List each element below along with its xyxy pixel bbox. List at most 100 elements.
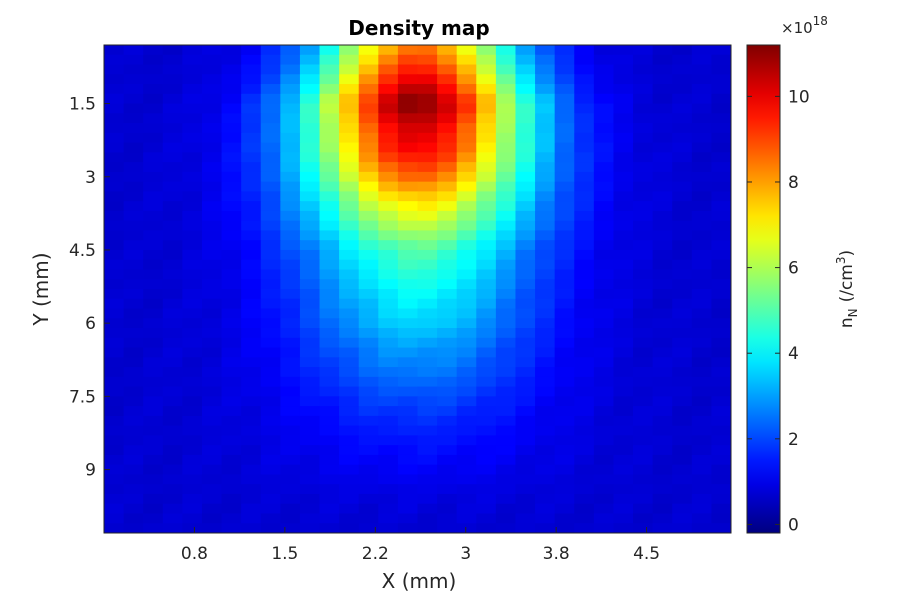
heatmap-cell bbox=[554, 454, 575, 466]
heatmap-cell bbox=[672, 74, 693, 85]
heatmap-cell bbox=[554, 210, 575, 222]
plot-frame bbox=[103, 44, 732, 534]
heatmap-cell bbox=[652, 230, 673, 241]
heatmap-cell bbox=[515, 503, 536, 514]
heatmap-cell bbox=[123, 328, 144, 339]
heatmap-cell bbox=[143, 279, 164, 290]
heatmap-cell bbox=[221, 367, 242, 378]
heatmap-cell bbox=[672, 191, 693, 202]
heatmap-cell bbox=[241, 249, 262, 261]
heatmap-cell bbox=[319, 308, 340, 319]
heatmap-cell bbox=[672, 464, 693, 475]
heatmap-cell bbox=[260, 269, 281, 280]
heatmap-cell bbox=[574, 113, 595, 124]
heatmap-cell bbox=[319, 376, 340, 388]
heatmap-cell bbox=[378, 289, 399, 300]
heatmap-cell bbox=[162, 113, 183, 124]
y-tick-label: 1.5 bbox=[69, 95, 96, 115]
heatmap-cell bbox=[476, 513, 497, 524]
colorbar-label-base: n bbox=[837, 317, 857, 328]
heatmap-cell bbox=[691, 484, 712, 495]
heatmap-cell bbox=[535, 93, 556, 105]
heatmap-cell bbox=[613, 54, 634, 66]
heatmap-cell bbox=[241, 435, 262, 446]
heatmap-cell bbox=[711, 396, 732, 407]
heatmap-cell bbox=[554, 240, 575, 251]
heatmap-cell bbox=[143, 240, 164, 251]
heatmap-cell bbox=[672, 289, 693, 300]
heatmap-cell bbox=[554, 435, 575, 446]
heatmap-cell bbox=[672, 113, 693, 124]
heatmap-cell bbox=[299, 181, 321, 192]
heatmap-cell bbox=[456, 415, 477, 427]
heatmap-cell bbox=[378, 162, 399, 173]
heatmap-cell bbox=[123, 425, 144, 436]
heatmap-cell bbox=[574, 454, 595, 466]
heatmap-cell bbox=[104, 386, 125, 397]
y-axis-ticks: 1.534.567.59 bbox=[69, 95, 110, 481]
heatmap-cell bbox=[593, 425, 614, 436]
heatmap-cell bbox=[319, 93, 340, 105]
heatmap-cell bbox=[691, 191, 712, 202]
heatmap-cell bbox=[339, 249, 360, 261]
x-axis-ticks: 0.8 1.5 2.2 3 3.8 4.5 bbox=[181, 527, 660, 564]
heatmap-cell bbox=[535, 84, 556, 95]
heatmap-cell bbox=[358, 337, 379, 349]
heatmap-cell bbox=[201, 464, 223, 475]
heatmap-cell bbox=[554, 308, 575, 319]
heatmap-cell bbox=[554, 93, 575, 105]
heatmap-cell bbox=[143, 103, 164, 114]
heatmap-cell bbox=[358, 513, 379, 524]
heatmap-cell bbox=[123, 220, 144, 231]
heatmap-cell bbox=[535, 367, 556, 378]
heatmap-cell bbox=[495, 474, 516, 485]
heatmap-cell bbox=[299, 93, 321, 105]
heatmap-cell bbox=[417, 523, 438, 534]
heatmap-cell bbox=[574, 142, 595, 153]
heatmap-cell bbox=[476, 318, 497, 329]
heatmap-cell bbox=[535, 191, 556, 202]
heatmap-cell bbox=[613, 84, 634, 95]
heatmap-cell bbox=[221, 162, 242, 173]
heatmap-cell bbox=[201, 259, 223, 270]
heatmap-cell bbox=[652, 201, 673, 212]
heatmap-cell bbox=[593, 74, 614, 85]
heatmap-cell bbox=[613, 425, 634, 436]
heatmap-cell bbox=[299, 484, 321, 495]
heatmap-cell bbox=[319, 367, 340, 378]
heatmap-cell bbox=[397, 376, 418, 388]
heatmap-cell bbox=[358, 269, 379, 280]
heatmap-cell bbox=[672, 171, 693, 183]
heatmap-cell bbox=[574, 406, 595, 417]
heatmap-cell bbox=[593, 337, 614, 349]
heatmap-cell bbox=[378, 493, 399, 505]
heatmap-cell bbox=[417, 171, 438, 183]
heatmap-cell bbox=[104, 93, 125, 105]
heatmap-cell bbox=[711, 54, 732, 66]
heatmap-cell bbox=[515, 132, 536, 144]
heatmap-cell bbox=[515, 230, 536, 241]
heatmap-cell bbox=[535, 45, 556, 56]
heatmap-cell bbox=[574, 318, 595, 329]
heatmap-cell bbox=[495, 210, 516, 222]
heatmap-cell bbox=[182, 162, 203, 173]
heatmap-cell bbox=[378, 464, 399, 475]
heatmap-cell bbox=[143, 210, 164, 222]
heatmap-cell bbox=[104, 45, 125, 56]
heatmap-cell bbox=[417, 93, 438, 105]
heatmap-cell bbox=[652, 191, 673, 202]
heatmap-cell bbox=[711, 484, 732, 495]
heatmap-cell bbox=[104, 337, 125, 349]
heatmap-cell bbox=[691, 132, 712, 144]
heatmap-cell bbox=[613, 201, 634, 212]
heatmap-cell bbox=[574, 249, 595, 261]
heatmap-cell bbox=[182, 201, 203, 212]
heatmap-cell bbox=[456, 298, 477, 310]
heatmap-cell bbox=[123, 445, 144, 456]
heatmap-cell bbox=[495, 513, 516, 524]
heatmap-cell bbox=[691, 454, 712, 466]
heatmap-cell bbox=[378, 435, 399, 446]
heatmap-cell bbox=[397, 269, 418, 280]
heatmap-cell bbox=[201, 181, 223, 192]
